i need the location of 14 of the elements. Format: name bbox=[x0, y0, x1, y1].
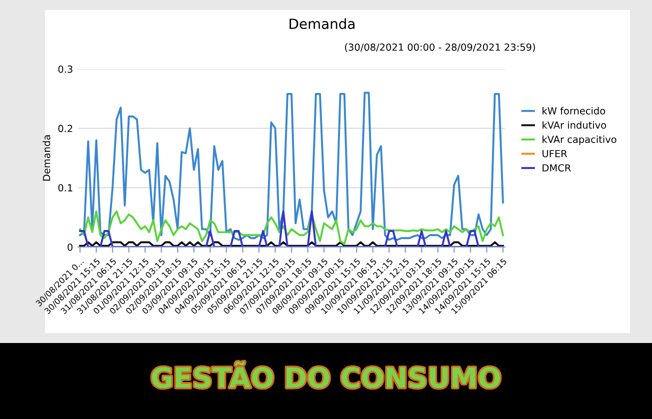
chart-title: Demanda bbox=[290, 18, 354, 30]
y-axis-title: Demanda bbox=[42, 135, 50, 181]
y-tick-label: 0.2 bbox=[58, 124, 72, 132]
y-tick-label: 0.3 bbox=[58, 65, 72, 73]
y-tick-label: 0 bbox=[68, 243, 72, 251]
legend-label: kVAr capacitivo bbox=[542, 135, 616, 145]
legend-label: kW fornecido bbox=[542, 106, 606, 114]
text: GESTÃO DO CONSUMO bbox=[152, 362, 500, 388]
legend-label: kVAr indutivo bbox=[542, 121, 606, 129]
legend-label: UFER bbox=[542, 150, 568, 158]
chart-subtitle: (30/08/2021 00:00 - 28/09/2021 23:59) bbox=[345, 43, 535, 52]
y-tick-label: 0.1 bbox=[58, 184, 72, 192]
line-series bbox=[79, 92, 504, 241]
legend-label: DMCR bbox=[542, 164, 571, 172]
